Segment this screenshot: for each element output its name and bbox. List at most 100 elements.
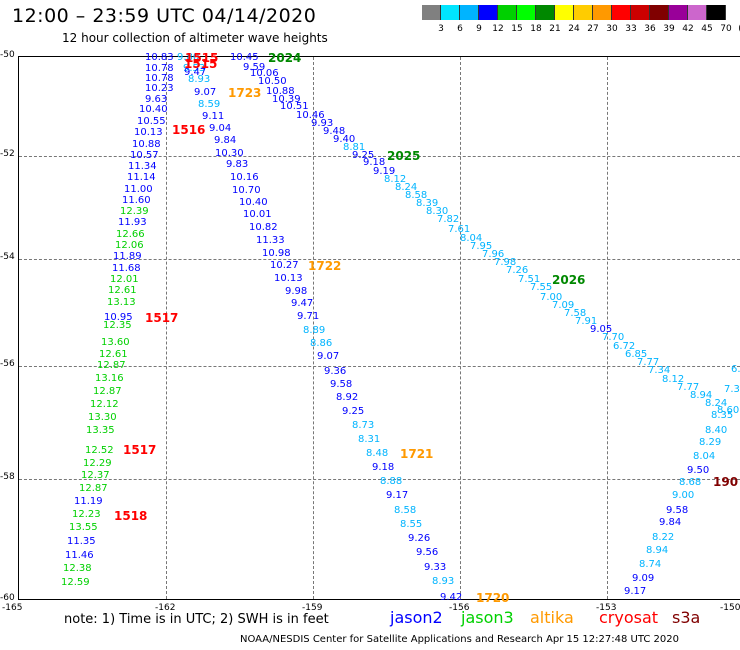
swh-value-label: 8.04 xyxy=(693,451,716,462)
swh-value-label: 10.16 xyxy=(230,172,259,183)
swh-value-label: 8.81 xyxy=(343,142,366,153)
colorbar-label: 27 xyxy=(587,24,599,34)
swh-value-label: 12.37 xyxy=(81,470,110,481)
swh-value-label: 7.26 xyxy=(506,265,529,276)
gridline-lon xyxy=(460,57,461,599)
swh-value-label: 10.57 xyxy=(130,150,159,161)
swh-value-label: 13.30 xyxy=(88,412,117,423)
swh-value-label: 11.68 xyxy=(112,263,141,274)
swh-value-label: 12.59 xyxy=(61,577,90,588)
swh-value-label: 9.80 xyxy=(177,52,200,63)
colorbar-swatch xyxy=(631,5,650,20)
colorbar-label: 3 xyxy=(438,24,444,34)
swh-value-label: 9.25 xyxy=(342,406,365,417)
swh-value-label: 8.12 xyxy=(384,174,407,185)
swh-value-label: 8.58 xyxy=(394,505,417,516)
swh-value-label: 8.93 xyxy=(188,74,211,85)
swh-value-label: 9.93 xyxy=(311,118,334,129)
swh-value-label: 8.92 xyxy=(336,392,359,403)
colorbar-swatch xyxy=(422,5,441,20)
swh-value-label: 10.40 xyxy=(139,104,168,115)
swh-value-label: 11.33 xyxy=(256,235,285,246)
gridline-lat xyxy=(19,479,740,480)
lat-tick-label: -52 xyxy=(0,149,15,159)
swh-value-label: 9.48 xyxy=(323,126,346,137)
swh-value-label: 9.36 xyxy=(324,366,347,377)
swh-value-label: 7.58 xyxy=(564,308,587,319)
swh-value-label: 13.16 xyxy=(95,373,124,384)
swh-value-label: 9.47 xyxy=(184,67,207,78)
swh-value-label: 10.39 xyxy=(272,94,301,105)
swh-value-label: 9.00 xyxy=(672,490,695,501)
colorbar-label: 18 xyxy=(530,24,542,34)
swh-value-label: 12.66 xyxy=(116,229,145,240)
legend-cryosat: cryosat xyxy=(599,608,659,627)
swh-value-label: 10.88 xyxy=(132,139,161,150)
swh-value-label: 12.39 xyxy=(120,206,149,217)
swh-value-label: 9.98 xyxy=(285,286,308,297)
pass-time-label: 1517 xyxy=(123,443,157,457)
swh-value-label: 8.55 xyxy=(400,519,423,530)
swh-value-label: 11.46 xyxy=(65,550,94,561)
lat-tick-label: -54 xyxy=(0,252,15,262)
lat-tick-label: -58 xyxy=(0,472,15,482)
pass-time-label: 1516 xyxy=(172,123,206,137)
lon-tick-label: -153 xyxy=(596,603,617,613)
swh-value-label: 7.98 xyxy=(494,257,517,268)
gridline-lon xyxy=(313,57,314,599)
pass-time-label: 190 xyxy=(713,475,739,489)
lon-tick-label: -156 xyxy=(449,603,470,613)
colorbar-label: 42 xyxy=(682,24,694,34)
swh-value-label: 7.82 xyxy=(437,214,460,225)
colorbar-swatch xyxy=(441,5,460,20)
colorbar-swatch xyxy=(688,5,707,20)
pass-time-label: 2026 xyxy=(552,273,586,287)
swh-value-label: 9.63 xyxy=(145,94,168,105)
swh-value-label: 9.56 xyxy=(416,547,439,558)
swh-value-label: 7.34 xyxy=(648,365,671,376)
swh-value-label: 10.13 xyxy=(134,127,163,138)
swh-value-label: 12.01 xyxy=(110,274,139,285)
pass-time-label: 1515 xyxy=(184,57,218,71)
swh-value-label: 10.40 xyxy=(239,197,268,208)
swh-value-label: 11.00 xyxy=(124,184,153,195)
colorbar-label: 9 xyxy=(476,24,482,34)
lat-tick-label: -60 xyxy=(0,593,15,603)
swh-value-label: 11.19 xyxy=(74,496,103,507)
colorbar-swatch xyxy=(669,5,688,20)
swh-value-label: 11.60 xyxy=(122,195,151,206)
swh-value-label: 9.17 xyxy=(624,586,647,597)
swh-value-label: 12.29 xyxy=(83,458,112,469)
swh-value-label: 7.95 xyxy=(470,241,493,252)
swh-value-label: 8.89 xyxy=(303,325,326,336)
swh-value-label: 12.87 xyxy=(93,386,122,397)
swh-value-label: 10.98 xyxy=(262,248,291,259)
map-subtitle: 12 hour collection of altimeter wave hei… xyxy=(62,31,328,45)
swh-value-label: 9.53 xyxy=(183,63,206,74)
swh-value-label: 8.68 xyxy=(679,477,702,488)
lon-tick-label: -162 xyxy=(155,603,176,613)
swh-value-label: 10.30 xyxy=(215,148,244,159)
swh-value-label: 8.94 xyxy=(690,390,713,401)
swh-value-label: 12.06 xyxy=(115,240,144,251)
swh-value-label: 7.70 xyxy=(602,332,625,343)
swh-value-label: 12.23 xyxy=(72,509,101,520)
colorbar-label: 12 xyxy=(492,24,504,34)
swh-value-label: 8.24 xyxy=(705,398,728,409)
lat-tick-label: -56 xyxy=(0,359,15,369)
colorbar-label: 6 xyxy=(457,24,463,34)
swh-value-label: 9.83 xyxy=(226,159,249,170)
units-note: note: 1) Time is in UTC; 2) SWH is in fe… xyxy=(64,612,329,627)
swh-value-label: 13.35 xyxy=(86,425,115,436)
swh-value-label: 9.05 xyxy=(590,324,613,335)
swh-value-label: 8.35 xyxy=(711,410,734,421)
swh-value-label: 7.61 xyxy=(448,224,471,235)
swh-value-label: 10.55 xyxy=(137,116,166,127)
swh-value-label: 10.23 xyxy=(145,83,174,94)
pass-time-label: 1517 xyxy=(145,311,179,325)
swh-value-label: 6.72 xyxy=(613,341,636,352)
swh-value-label: 13.60 xyxy=(101,337,130,348)
swh-value-label: 9.47 xyxy=(291,298,314,309)
colorbar-swatch xyxy=(555,5,574,20)
legend-altika: altika xyxy=(530,608,574,627)
